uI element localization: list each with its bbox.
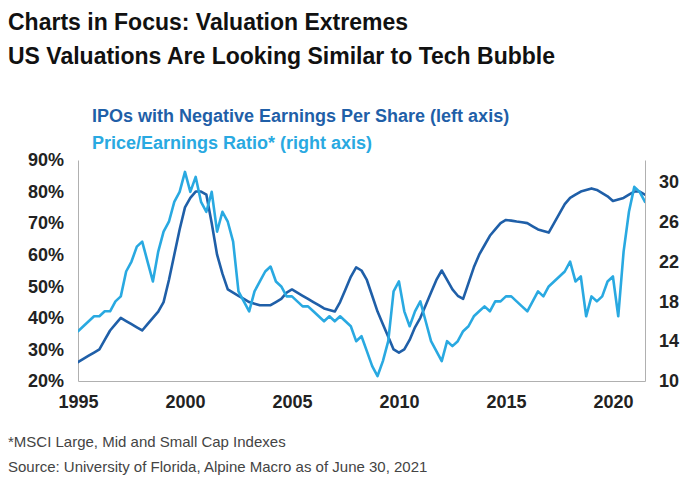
subtitle: US Valuations Are Looking Similar to Tec… <box>8 43 555 69</box>
tick: 20% <box>28 371 78 391</box>
tick: 22 <box>645 252 679 272</box>
tick-label: 2015 <box>486 392 526 412</box>
chart-container: Charts in Focus: Valuation Extremes US Va… <box>0 0 700 500</box>
tick: 2005 <box>272 381 312 412</box>
tick-label: 80% <box>28 182 64 202</box>
legend: IPOs with Negative Earnings Per Share (l… <box>92 106 509 153</box>
tick-label: 90% <box>28 150 64 170</box>
tick-label: 2000 <box>165 392 205 412</box>
tick-label: 50% <box>28 277 64 297</box>
tick-label: 22 <box>659 252 679 272</box>
tick-label: 1995 <box>58 392 98 412</box>
tick-label: 60% <box>28 245 64 265</box>
legend-entry: Price/Earnings Ratio* (right axis) <box>92 133 372 153</box>
tick: 1995 <box>58 381 98 412</box>
tick: 30% <box>28 340 78 360</box>
chart-svg: Charts in Focus: Valuation Extremes US Va… <box>0 0 700 500</box>
tick: 30 <box>645 172 679 192</box>
axis-line <box>645 161 646 382</box>
tick: 14 <box>645 331 679 351</box>
legend-entry: IPOs with Negative Earnings Per Share (l… <box>92 106 509 126</box>
tick-label: 30% <box>28 340 64 360</box>
tick-label: 2005 <box>272 392 312 412</box>
tick-label: 40% <box>28 308 64 328</box>
footnote: Source: University of Florida, Alpine Ma… <box>8 458 427 475</box>
series-line <box>78 172 645 376</box>
tick-label: 70% <box>28 213 64 233</box>
tick: 2010 <box>379 381 419 412</box>
tick-label: 14 <box>659 331 679 351</box>
tick-label: 26 <box>659 212 679 232</box>
y-axis-left: 20% 30% 40% 50% 60% 70% 80% 90% <box>28 150 79 391</box>
y-axis-right: 10 14 18 22 26 30 <box>645 161 679 392</box>
tick: 10 <box>645 371 679 391</box>
tick-label: 18 <box>659 292 679 312</box>
tick: 80% <box>28 182 78 202</box>
axis-line <box>79 381 646 382</box>
tick: 26 <box>645 212 679 232</box>
plot-area <box>78 172 645 376</box>
tick: 60% <box>28 245 78 265</box>
tick-label: 2010 <box>379 392 419 412</box>
tick-label: 20% <box>28 371 64 391</box>
title: Charts in Focus: Valuation Extremes <box>8 9 408 35</box>
tick: 2015 <box>486 381 526 412</box>
tick-label: 10 <box>659 371 679 391</box>
x-axis: 1995 2000 2005 2010 2015 2020 <box>58 381 645 412</box>
tick: 70% <box>28 213 78 233</box>
tick: 50% <box>28 277 78 297</box>
tick: 2000 <box>165 381 205 412</box>
axis-line <box>78 161 79 382</box>
tick-label: 2020 <box>593 392 633 412</box>
tick: 2020 <box>593 381 633 412</box>
footnote: *MSCI Large, Mid and Small Cap Indexes <box>8 433 286 450</box>
tick-label: 30 <box>659 172 679 192</box>
tick: 40% <box>28 308 78 328</box>
tick: 18 <box>645 292 679 312</box>
tick: 90% <box>28 150 78 170</box>
